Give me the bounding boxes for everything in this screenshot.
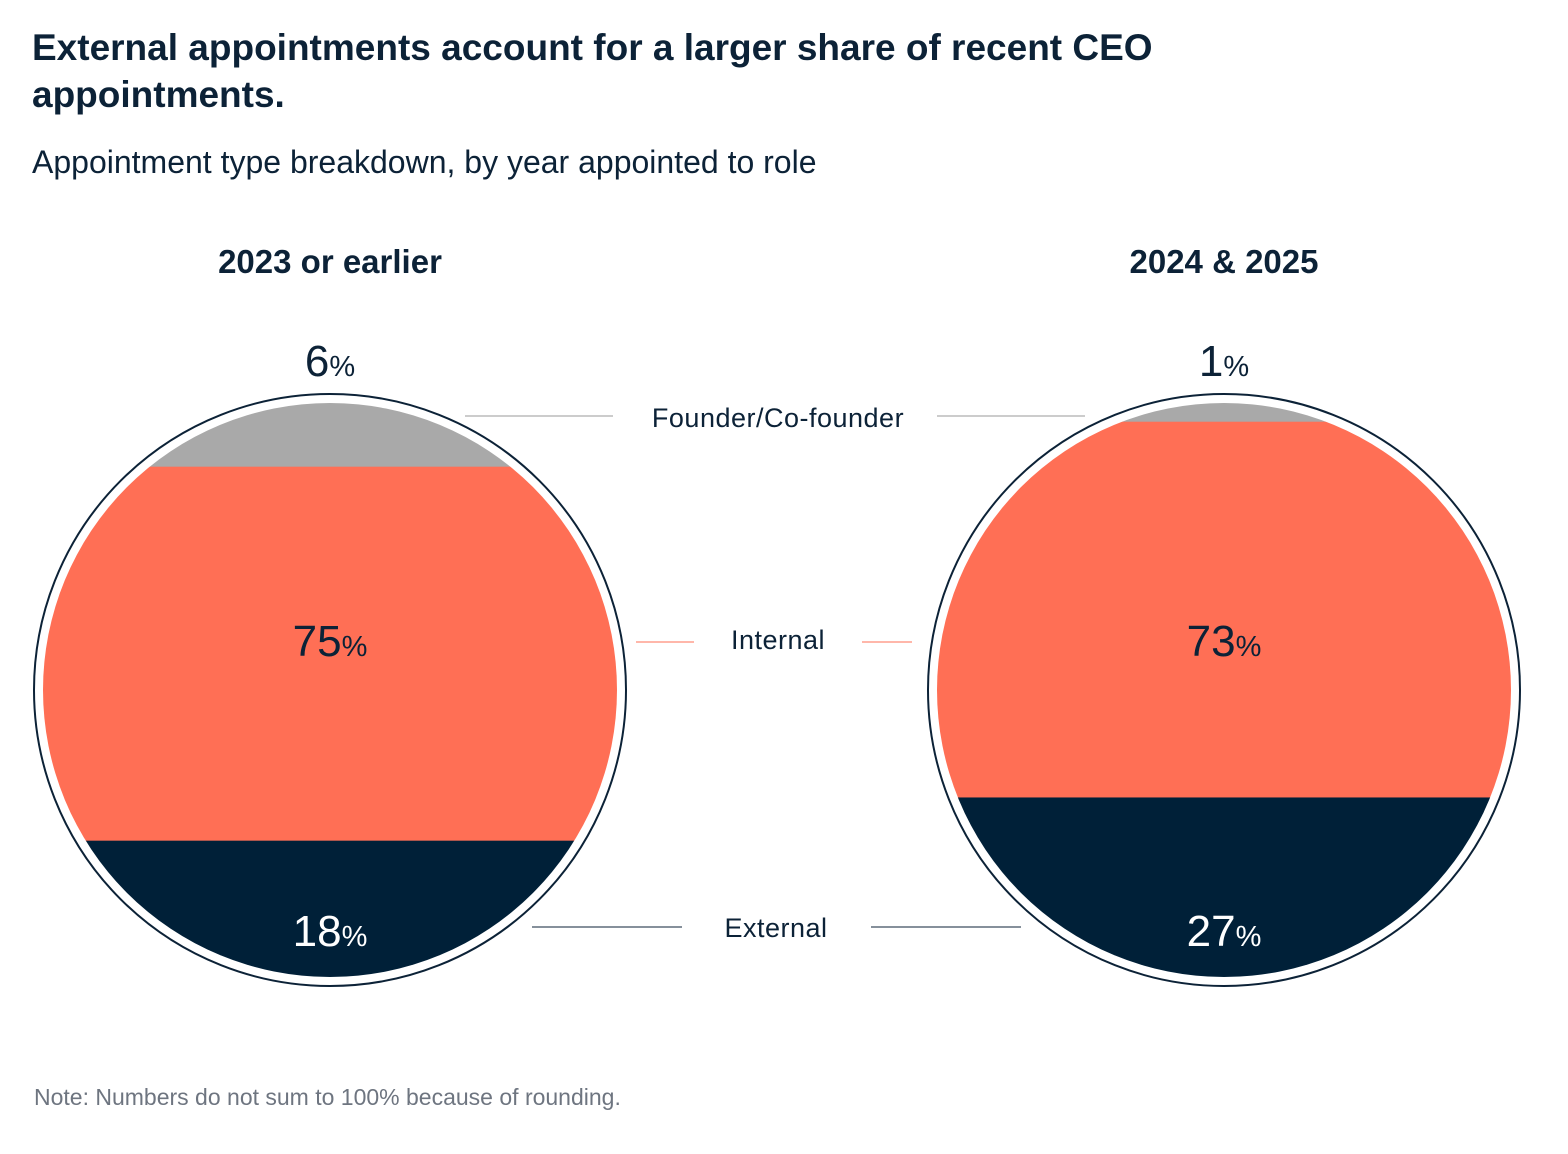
legend-label-internal: Internal bbox=[731, 625, 825, 655]
pct-external-right: 27% bbox=[1187, 907, 1262, 956]
legend-label-founder: Founder/Co-founder bbox=[652, 403, 904, 433]
legend: Founder/Co-founder Internal External bbox=[465, 403, 1085, 943]
pct-founder-left: 6% bbox=[305, 337, 355, 386]
segment-internal-left bbox=[43, 466, 617, 842]
panel-title-left: 2023 or earlier bbox=[218, 243, 442, 280]
chart-title: External appointments account for a larg… bbox=[32, 27, 1153, 115]
segments-left bbox=[43, 403, 617, 977]
ring-left bbox=[33, 393, 627, 987]
chart-subtitle: Appointment type breakdown, by year appo… bbox=[32, 144, 817, 180]
pct-external-left: 18% bbox=[293, 907, 368, 956]
pct-founder-right: 1% bbox=[1199, 337, 1249, 386]
pct-internal-left: 75% bbox=[293, 617, 368, 666]
pct-internal-right: 73% bbox=[1187, 617, 1262, 666]
segment-founder-left bbox=[43, 403, 617, 468]
segments-right bbox=[937, 403, 1511, 977]
ring-right bbox=[927, 393, 1521, 987]
panel-title-right: 2024 & 2025 bbox=[1130, 243, 1319, 280]
footnote: Note: Numbers do not sum to 100% because… bbox=[34, 1084, 621, 1110]
segment-founder-right bbox=[937, 403, 1511, 423]
segment-internal-right bbox=[937, 421, 1511, 798]
legend-label-external: External bbox=[724, 913, 827, 943]
